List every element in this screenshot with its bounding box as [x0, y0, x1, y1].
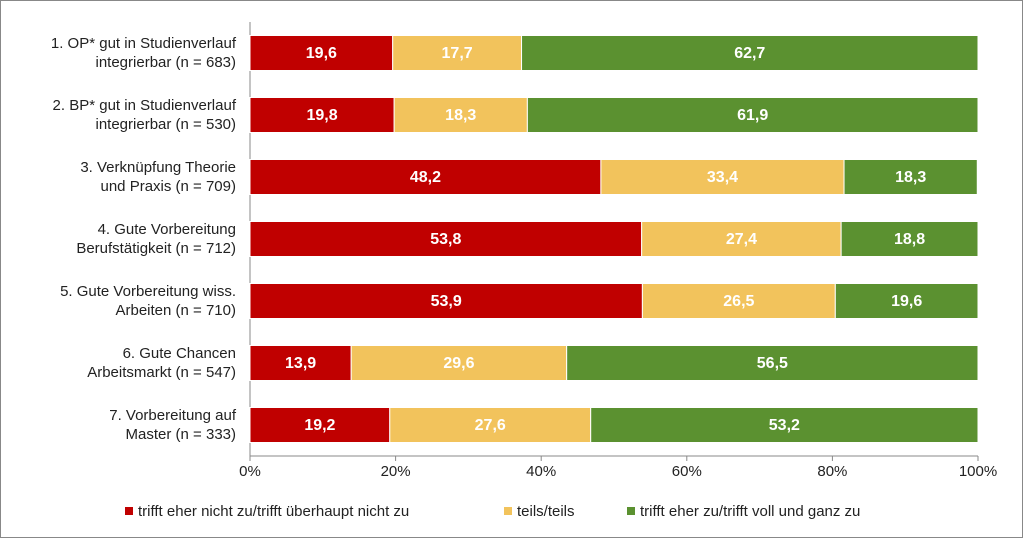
bar-segment: [834, 283, 979, 319]
x-tick-label: 100%: [959, 463, 997, 480]
bar-segment: [566, 345, 979, 381]
bar-segment: [526, 97, 979, 133]
value-label: 26,5: [723, 293, 754, 310]
legend-swatch: [125, 507, 133, 515]
bar-segment: [590, 407, 979, 443]
bar-segment: [600, 159, 845, 195]
value-label: 53,9: [431, 293, 462, 310]
legend-label: teils/teils: [517, 503, 575, 520]
value-label: 29,6: [443, 355, 474, 372]
category-label: 5. Gute Vorbereitung wiss. Arbeiten (n =…: [60, 283, 236, 319]
value-label: 13,9: [285, 355, 316, 372]
value-label: 27,4: [726, 231, 757, 248]
bar-segment: [249, 159, 602, 195]
legend-label: trifft eher zu/trifft voll und ganz zu: [640, 503, 860, 520]
value-label: 18,3: [895, 169, 926, 186]
value-label: 61,9: [737, 107, 768, 124]
bar-segment: [641, 221, 842, 257]
value-label: 27,6: [475, 417, 506, 434]
category-label: 7. Vorbereitung auf Master (n = 333): [109, 407, 236, 443]
bar-segment: [389, 407, 592, 443]
value-label: 53,2: [769, 417, 800, 434]
bar-segment: [843, 159, 978, 195]
value-label: 48,2: [410, 169, 441, 186]
value-label: 19,6: [891, 293, 922, 310]
bar-segment: [641, 283, 836, 319]
x-tick-label: 0%: [239, 463, 261, 480]
value-label: 18,8: [894, 231, 925, 248]
category-label: 1. OP* gut in Studienverlauf integrierba…: [50, 35, 236, 71]
x-tick-label: 80%: [817, 463, 847, 480]
value-label: 62,7: [734, 45, 765, 62]
value-label: 17,7: [442, 45, 473, 62]
legend-label: trifft eher nicht zu/trifft überhaupt ni…: [138, 503, 409, 520]
value-label: 18,3: [445, 107, 476, 124]
value-label: 56,5: [757, 355, 788, 372]
x-tick-label: 20%: [381, 463, 411, 480]
x-tick-label: 60%: [672, 463, 702, 480]
bar-segment: [249, 35, 394, 71]
value-label: 19,8: [307, 107, 338, 124]
x-tick-label: 40%: [526, 463, 556, 480]
bar-segment: [392, 35, 523, 71]
bar-segment: [840, 221, 979, 257]
value-label: 19,2: [304, 417, 335, 434]
value-label: 53,8: [430, 231, 461, 248]
category-label: 6. Gute Chancen Arbeitsmarkt (n = 547): [87, 345, 236, 381]
bar-segment: [249, 407, 391, 443]
category-label: 3. Verknüpfung Theorie und Praxis (n = 7…: [80, 159, 236, 195]
value-label: 19,6: [306, 45, 337, 62]
category-label: 2. BP* gut in Studienverlauf integrierba…: [52, 97, 236, 133]
category-label: 4. Gute Vorbereitung Berufstätigkeit (n …: [76, 221, 236, 257]
bar-segment: [521, 35, 979, 71]
value-label: 33,4: [707, 169, 738, 186]
legend-swatch: [504, 507, 512, 515]
bar-segment: [249, 283, 643, 319]
bar-segment: [350, 345, 568, 381]
bar-segment: [249, 345, 352, 381]
legend-swatch: [627, 507, 635, 515]
